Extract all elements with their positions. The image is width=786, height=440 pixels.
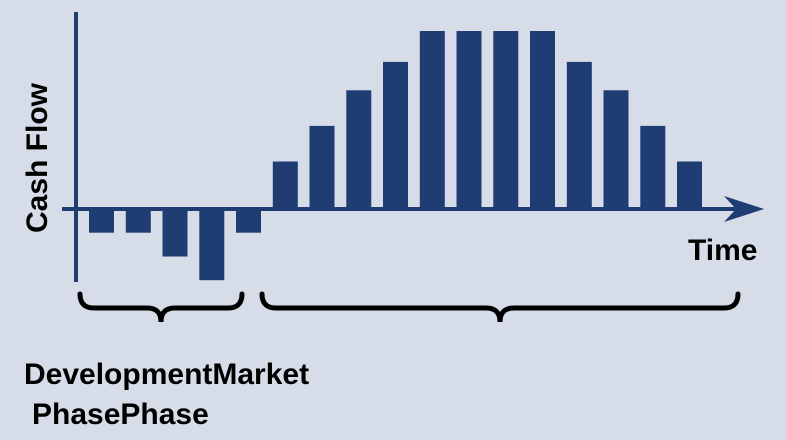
bar-14	[566, 61, 592, 210]
x-axis-arrow-icon	[724, 196, 764, 222]
bar-3	[162, 209, 188, 257]
bar-1	[89, 209, 114, 233]
bar-6	[272, 161, 298, 209]
phase-label-line2: PhasePhase	[32, 398, 209, 431]
phase-braces	[77, 291, 741, 323]
bar-8	[346, 90, 372, 209]
bar-7	[309, 125, 335, 209]
bar-4	[199, 209, 225, 281]
market-brace	[259, 291, 741, 323]
bar-15	[603, 90, 629, 209]
bar-2	[125, 209, 151, 233]
bar-12	[493, 31, 519, 209]
bar-17	[677, 161, 702, 209]
phase-label-line1: DevelopmentMarket	[24, 358, 310, 391]
x-axis-label: Time	[688, 234, 758, 267]
bar-10	[419, 31, 445, 209]
y-axis-label: Cash Flow	[21, 82, 54, 234]
bar-5	[236, 209, 261, 233]
bar-9	[383, 61, 408, 210]
bar-11	[456, 31, 482, 209]
bar-16	[640, 125, 666, 209]
development-brace	[77, 291, 245, 323]
bar-13	[530, 31, 555, 209]
bars-group	[89, 31, 702, 281]
